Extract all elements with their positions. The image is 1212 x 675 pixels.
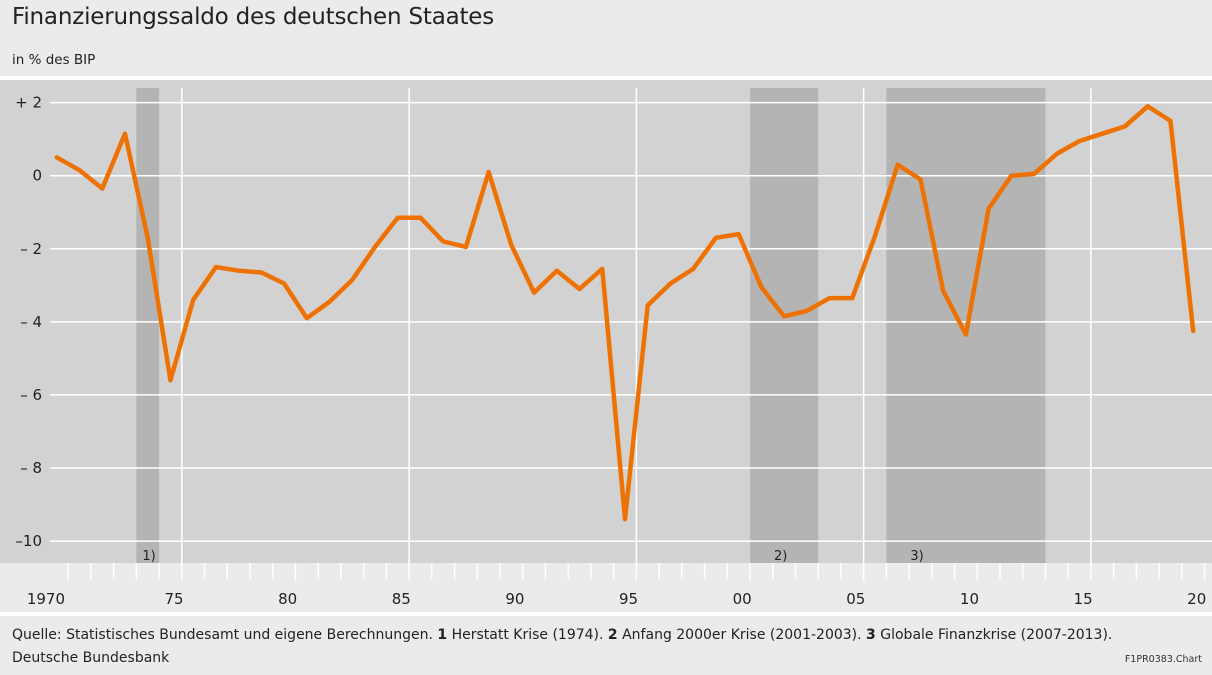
note-3-number: 3: [866, 627, 876, 643]
y-tick-label--10: –10: [15, 532, 42, 550]
x-tick-label-90: 90: [505, 590, 524, 608]
source-line: Quelle: Statistisches Bundesamt und eige…: [12, 624, 1112, 647]
shaded-period-label-3: 3): [910, 549, 923, 564]
y-axis: + 2 0 – 2 – 4 – 6 – 8 –10: [15, 94, 42, 550]
note-1-text: Herstatt Krise (1974).: [451, 627, 604, 643]
shaded-period-label-1: 1): [142, 549, 155, 564]
shaded-period-2: [750, 88, 819, 563]
x-tick-label-1970: 1970: [27, 590, 65, 608]
x-tick-label-15: 15: [1074, 590, 1093, 608]
x-tick-label-05: 05: [846, 590, 865, 608]
y-tick-label-2: + 2: [15, 94, 42, 112]
shaded-period-label-2: 2): [774, 549, 787, 564]
y-tick-label--2: – 2: [20, 240, 42, 258]
x-tick-label-85: 85: [392, 590, 411, 608]
x-tick-label-20: 20: [1187, 590, 1206, 608]
x-axis: 1970 75 80 85 90 95 00 05 10 15 20: [0, 563, 1212, 616]
x-tick-label-75: 75: [164, 590, 183, 608]
x-tick-label-00: 00: [733, 590, 752, 608]
note-2-text: Anfang 2000er Krise (2001-2003).: [622, 627, 862, 643]
x-tick-label-95: 95: [619, 590, 638, 608]
chart: 1) 2) 3) 1970 75 80 85 90 95 00 05 10 15 20 + 2 0 – 2 –…: [0, 80, 1212, 616]
y-tick-label--6: – 6: [20, 386, 42, 404]
source-text: Quelle: Statistisches Bundesamt und eige…: [12, 627, 433, 643]
publisher: Deutsche Bundesbank: [12, 650, 170, 666]
x-tick-label-10: 10: [960, 590, 979, 608]
chart-subtitle: in % des BIP: [12, 52, 96, 68]
x-tick-label-80: 80: [278, 590, 297, 608]
shaded-period-1: [136, 88, 160, 563]
note-1-number: 1: [437, 627, 448, 643]
chart-code: F1PR0383.Chart: [1124, 654, 1202, 665]
note-3-text: Globale Finanzkrise (2007-2013).: [880, 627, 1113, 643]
chart-title: Finanzierungssaldo des deutschen Staates: [12, 4, 495, 30]
y-tick-label--8: – 8: [20, 459, 42, 477]
note-2-number: 2: [607, 627, 618, 643]
header-separator: [0, 76, 1212, 80]
chart-footer: Quelle: Statistisches Bundesamt und eige…: [12, 624, 1112, 670]
x-axis-band: [0, 563, 1212, 612]
y-tick-label--4: – 4: [20, 313, 42, 331]
series-lines: [54, 104, 1196, 522]
y-tick-label-0: 0: [32, 167, 42, 185]
